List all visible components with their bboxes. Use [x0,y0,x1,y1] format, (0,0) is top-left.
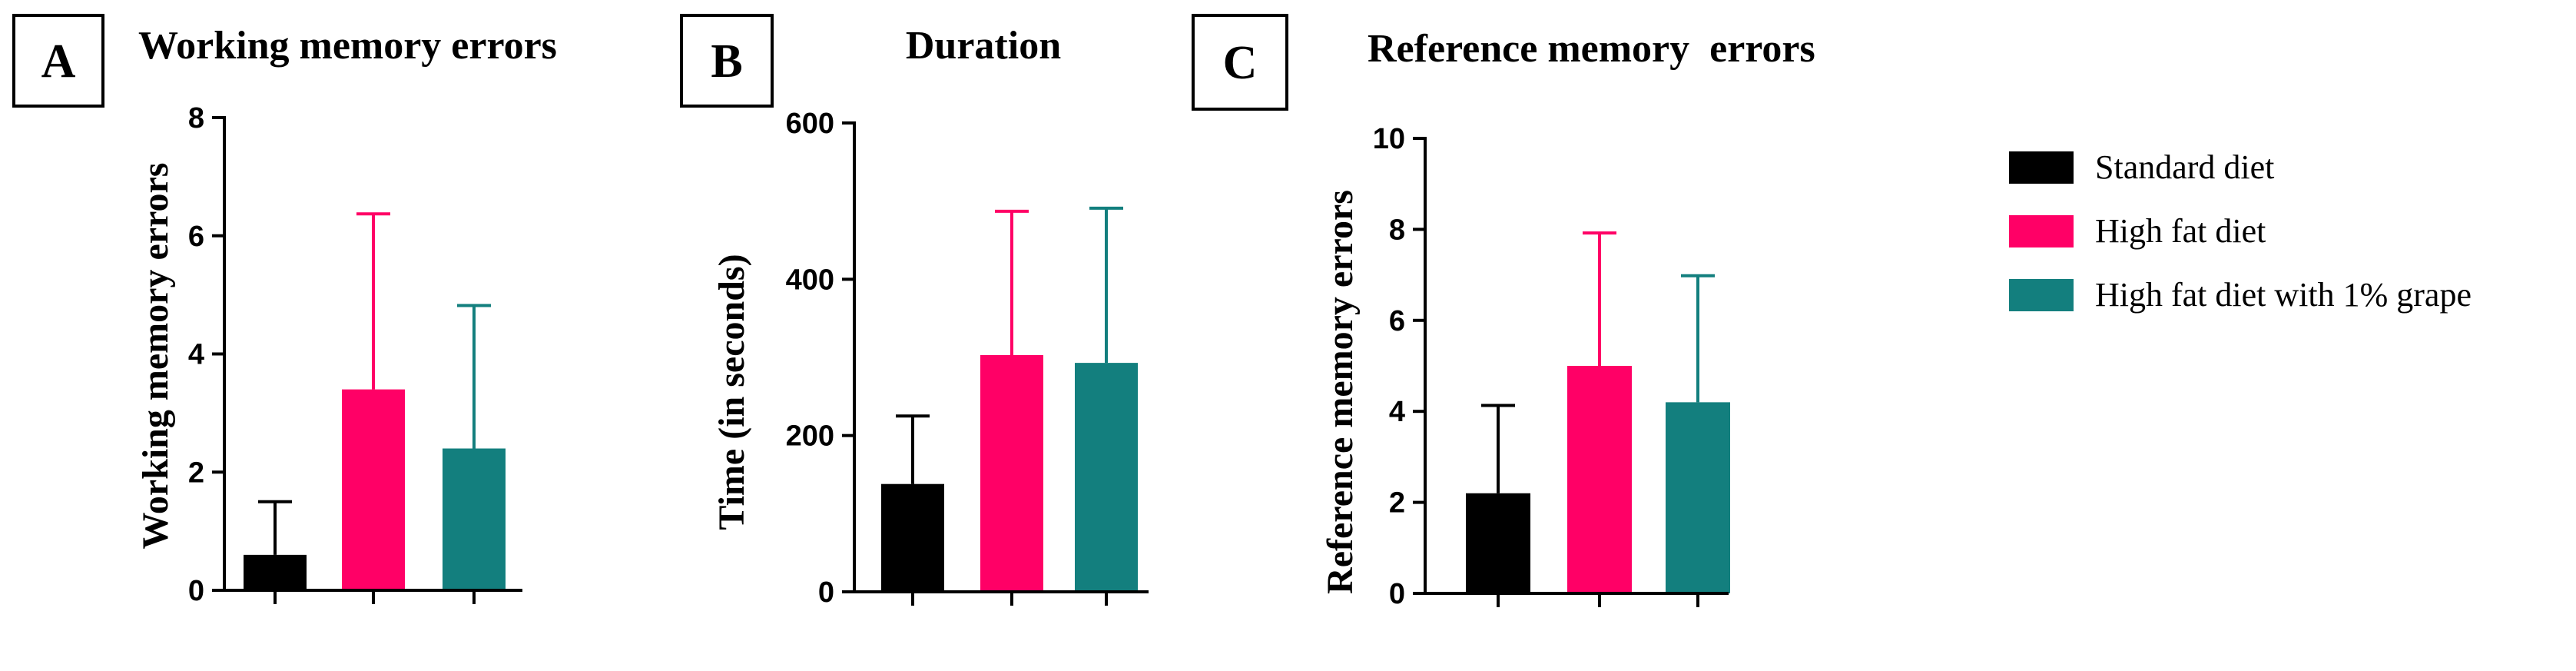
panel-a-y-tick-label: 4 [188,339,204,371]
panel-a-y-tick-label: 2 [188,457,204,489]
legend-item-standard-diet: Standard diet [2009,148,2274,186]
panel-c-plot: 0 2 4 6 8 10 [1373,123,1730,610]
legend-label-high-fat-grape: High fat diet with 1% grape [2095,276,2472,314]
panel-a-y-tick-label: 0 [188,575,204,607]
panel-c-y-axis-label: Reference memory errors [1320,190,1361,594]
panel-b: B Duration Time (in seconds) 0 200 400 600 [680,14,1149,609]
legend-swatch-standard-diet [2009,151,2074,184]
panel-b-y-tick-label: 200 [786,420,834,453]
panel-a-bar-high-fat-diet [342,389,405,590]
panel-a-plot: 0 2 4 6 8 [188,102,522,607]
panel-b-y-axis-label: Time (in seconds) [711,254,752,530]
panel-b-bar-high-fat-grape [1075,363,1138,592]
panel-a-bar-high-fat-grape [443,448,506,590]
legend: Standard diet High fat diet High fat diet … [2009,148,2472,314]
legend-swatch-high-fat-diet [2009,215,2074,247]
panel-c-y-tick-label: 6 [1389,305,1405,337]
panel-b-bar-standard-diet [881,483,944,592]
panel-a: A Working memory errors Working memory e… [12,14,557,607]
panel-b-error-bar-high-fat-diet [995,209,1029,355]
panel-c-y-tick-label: 4 [1389,396,1405,428]
panel-a-y-tick-label: 8 [188,102,204,135]
panel-b-error-bar-high-fat-grape [1089,206,1123,364]
panel-c-error-bar-high-fat-grape [1681,274,1715,403]
panel-c-title: Reference memory errors [1368,27,1815,71]
legend-swatch-high-fat-grape [2009,279,2074,311]
panel-b-plot: 0 200 400 600 [786,108,1149,609]
panel-c: C Reference memory errors Reference memo… [1192,14,1815,610]
panel-a-title: Working memory errors [138,24,557,68]
legend-label-high-fat-diet: High fat diet [2095,212,2266,250]
panel-c-bar-high-fat-diet [1567,366,1632,593]
panel-a-y-axis-label: Working memory errors [135,163,176,550]
panel-a-error-bar-standard-diet [258,500,292,555]
panel-c-y-tick-label: 8 [1389,214,1405,246]
panel-b-bar-high-fat-diet [980,354,1043,592]
panel-c-error-bar-standard-diet [1481,404,1515,493]
panel-a-label-box [12,14,104,108]
panel-c-error-bar-high-fat-diet [1583,231,1616,366]
panel-b-y-tick-label: 0 [818,576,834,609]
panel-b-error-bar-standard-diet [896,414,930,484]
panel-b-y-tick-label: 400 [786,264,834,296]
panel-c-bar-high-fat-grape [1666,402,1730,593]
legend-label-standard-diet: Standard diet [2095,148,2274,186]
legend-item-high-fat-diet: High fat diet [2009,212,2266,250]
panel-a-error-bar-high-fat-diet [356,212,390,390]
panel-b-letter: B [711,35,742,88]
panel-c-y-tick-label: 0 [1389,578,1405,610]
panel-c-y-tick-label: 10 [1373,123,1405,155]
panel-a-y-tick-label: 6 [188,221,204,253]
panel-b-label-box [680,14,774,108]
panel-c-bar-standard-diet [1466,493,1530,593]
panel-b-y-tick-label: 600 [786,108,834,140]
panel-c-letter: C [1223,37,1258,89]
panel-a-error-bar-high-fat-grape [457,304,491,449]
legend-item-high-fat-grape: High fat diet with 1% grape [2009,276,2472,314]
panel-c-y-tick-label: 2 [1389,487,1405,520]
panel-a-bar-standard-diet [244,554,307,590]
panel-c-label-box [1192,14,1288,111]
panel-a-letter: A [41,35,76,88]
panel-b-title: Duration [906,24,1061,68]
